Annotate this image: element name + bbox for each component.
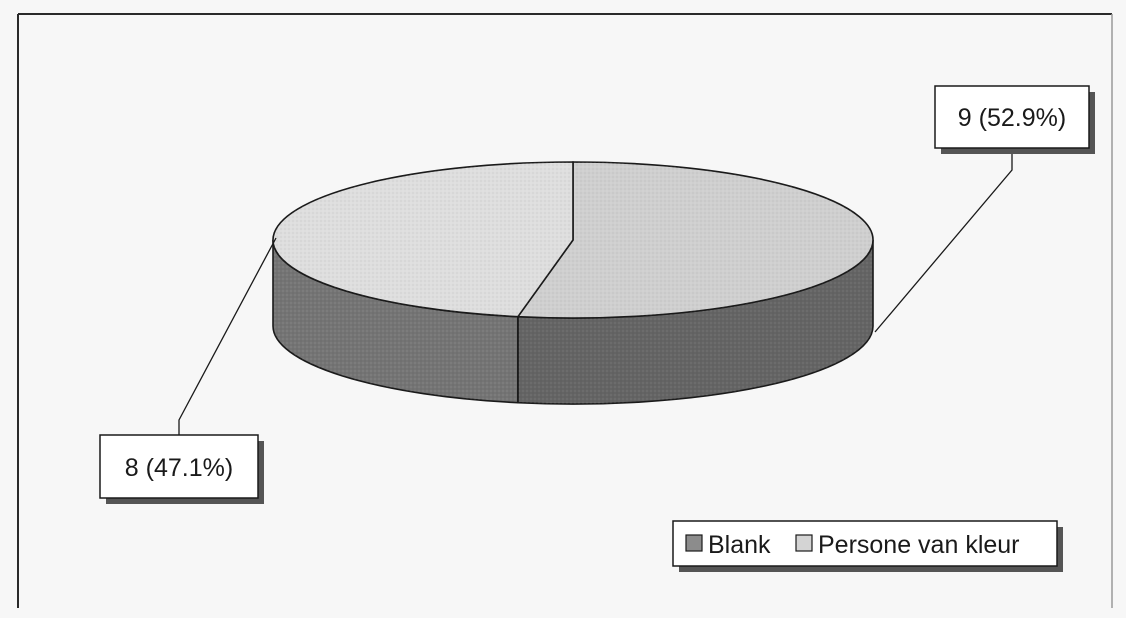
legend: Blank Persone van kleur bbox=[672, 520, 1063, 572]
pie-side-texture bbox=[273, 240, 518, 403]
pie-plot-area bbox=[272, 161, 874, 405]
leader-line-blank bbox=[178, 237, 277, 435]
leader-lines bbox=[178, 148, 1013, 435]
legend-box bbox=[672, 520, 1058, 567]
legend-label-blank: Blank bbox=[708, 531, 771, 559]
data-label-text-persone-van-kleur: 9 (52.9%) bbox=[958, 104, 1066, 132]
pie-side-texture bbox=[517, 240, 874, 404]
data-label-blank: 8 (47.1%) bbox=[99, 434, 264, 504]
data-label-box bbox=[99, 434, 259, 499]
pie-slice-texture bbox=[272, 162, 573, 317]
data-label-text-blank: 8 (47.1%) bbox=[125, 454, 233, 482]
data-label-persone-van-kleur: 9 (52.9%) bbox=[934, 85, 1095, 154]
legend-swatch-persone-van-kleur bbox=[795, 534, 813, 552]
leader-line-persone-van-kleur bbox=[874, 148, 1013, 333]
legend-swatch-blank bbox=[685, 534, 703, 552]
data-label-box bbox=[934, 85, 1090, 149]
legend-label-persone-van-kleur: Persone van kleur bbox=[818, 531, 1020, 559]
pie-slice-texture bbox=[517, 162, 873, 318]
